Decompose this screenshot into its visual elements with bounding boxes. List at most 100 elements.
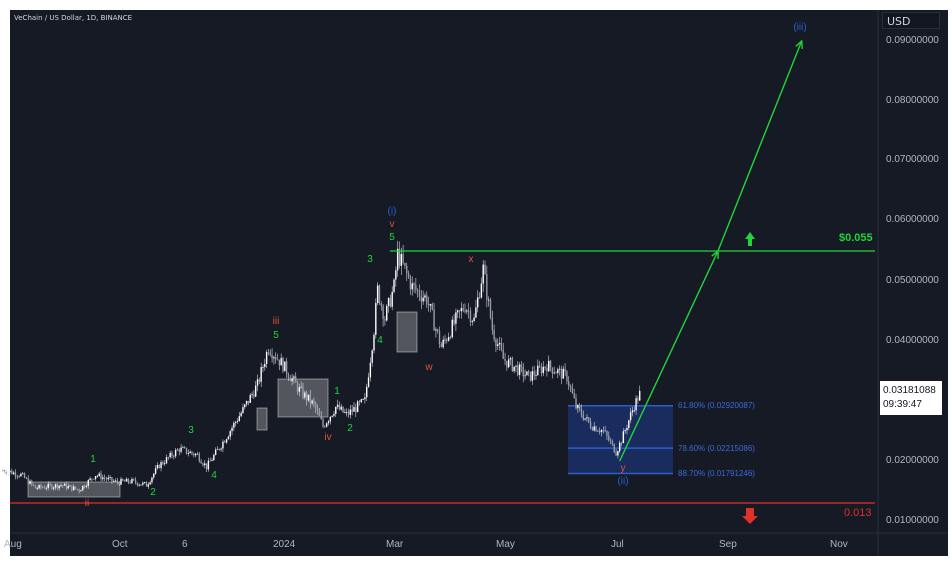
candle-body xyxy=(103,477,106,479)
candle-body xyxy=(231,427,233,432)
candle-body xyxy=(251,394,253,396)
candle-body xyxy=(342,406,344,413)
candle-body xyxy=(16,476,18,478)
candle-body xyxy=(83,485,86,488)
chart-area[interactable] xyxy=(10,10,948,556)
candle-body xyxy=(209,460,211,462)
x-tick: 6 xyxy=(182,539,188,550)
candle-body xyxy=(531,371,534,381)
candle-body xyxy=(280,357,282,366)
wave-label: 3 xyxy=(188,425,194,436)
candle-body xyxy=(182,447,184,449)
candle-body xyxy=(74,486,77,489)
currency-label[interactable]: USD xyxy=(882,12,940,29)
candle-body xyxy=(597,431,599,432)
candle-body xyxy=(173,456,175,457)
wave-label: iv xyxy=(324,432,332,443)
candle-body xyxy=(80,490,82,492)
candle-body xyxy=(320,415,322,420)
candle-body xyxy=(116,480,119,483)
candle-body xyxy=(453,319,455,324)
candle-body xyxy=(435,329,437,331)
candle-body xyxy=(387,297,390,306)
candle-body xyxy=(477,297,479,308)
y-tick: 0.06000000 xyxy=(886,214,939,225)
candle-body xyxy=(255,385,257,397)
candle-body xyxy=(164,463,166,465)
candle-body xyxy=(220,448,222,450)
candle-body xyxy=(244,404,246,408)
candle-body xyxy=(535,375,537,376)
candle-body xyxy=(238,416,241,422)
candle-body xyxy=(447,337,450,341)
candle-body xyxy=(295,376,297,383)
candle-body xyxy=(275,357,277,360)
candle-body xyxy=(444,339,446,341)
candle-body xyxy=(18,476,20,478)
candle-body xyxy=(222,441,224,449)
candle-body xyxy=(62,485,64,487)
candle-body xyxy=(433,309,435,331)
chart-title: VeChain / US Dollar, 1D, BINANCE xyxy=(14,14,133,22)
wave-label: ii xyxy=(84,498,90,509)
candle-body xyxy=(58,485,60,489)
wave-label: 4 xyxy=(211,470,217,481)
candle-body xyxy=(113,481,115,482)
candle-body xyxy=(185,447,188,454)
candle-body xyxy=(87,480,89,487)
candle-body xyxy=(589,421,592,428)
candle-body xyxy=(416,289,419,291)
candle-body xyxy=(233,422,235,428)
candle-body xyxy=(562,368,564,379)
candle-body xyxy=(191,451,193,454)
candle-body xyxy=(336,404,339,407)
candle-body xyxy=(366,386,368,398)
candle-body xyxy=(355,407,357,413)
candle-body xyxy=(315,403,317,409)
candle-body xyxy=(573,393,575,399)
candle-body xyxy=(391,291,393,307)
candle-body xyxy=(608,435,610,441)
candle-body xyxy=(438,331,441,345)
x-tick: 2024 xyxy=(273,539,296,550)
candle-body xyxy=(369,362,372,378)
candle-body xyxy=(156,465,159,469)
candle-body xyxy=(502,349,504,359)
fib-label: 61.80% (0.02920087) xyxy=(678,401,755,410)
fib-label: 78.60% (0.02215086) xyxy=(678,444,755,453)
candle-body xyxy=(426,295,428,305)
last-price-badge: 0.03181088 09:39:47 xyxy=(880,381,942,415)
candle-body xyxy=(518,364,521,376)
candle-body xyxy=(598,431,601,433)
candle-body xyxy=(324,426,326,428)
candle-body xyxy=(371,350,373,363)
candle-body xyxy=(142,482,144,485)
candle-body xyxy=(140,484,142,486)
wave-label: v xyxy=(389,219,395,230)
candle-body xyxy=(200,461,202,464)
candle-body xyxy=(420,296,423,302)
candle-body xyxy=(56,484,59,489)
candle-body xyxy=(133,478,135,480)
candle-body xyxy=(271,354,273,359)
candle-body xyxy=(318,411,321,416)
candle-body xyxy=(12,472,15,475)
candle-body xyxy=(611,441,614,444)
candle-body xyxy=(586,417,588,419)
candle-body xyxy=(76,488,79,490)
candle-body xyxy=(45,488,48,489)
candle-body xyxy=(427,304,430,306)
candle-body xyxy=(507,359,510,368)
candle-body xyxy=(517,365,519,376)
candle-body xyxy=(364,397,366,400)
candle-body xyxy=(500,342,503,350)
candle-body xyxy=(176,449,179,451)
candle-body xyxy=(591,427,594,431)
candle-body xyxy=(127,478,129,483)
candle-body xyxy=(540,366,543,374)
candle-body xyxy=(5,472,8,474)
x-tick: May xyxy=(496,539,515,550)
candle-body xyxy=(23,473,26,478)
candle-body xyxy=(98,473,100,476)
